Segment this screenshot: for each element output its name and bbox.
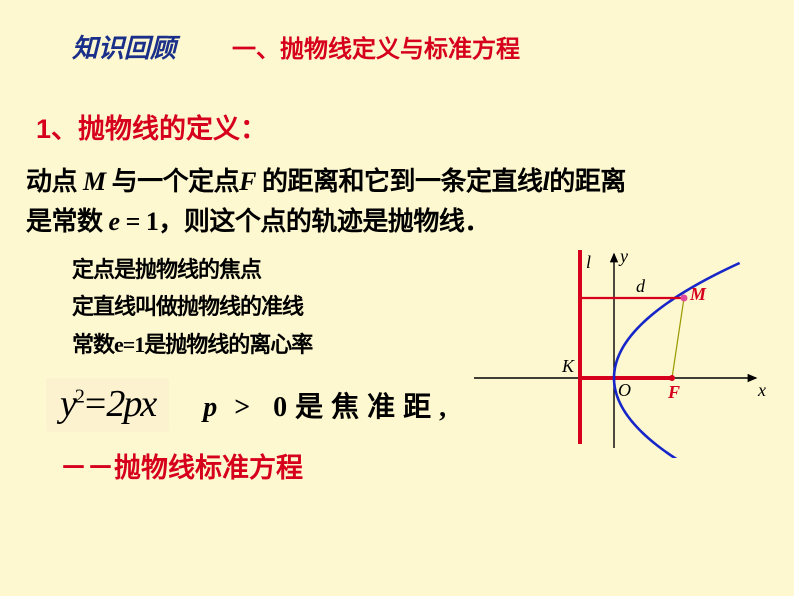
- formula-2: 2: [106, 383, 123, 425]
- def-l1-pre: 动点: [26, 167, 83, 196]
- def-l2-tail: ，则这个点的轨迹是抛物线．: [158, 207, 490, 236]
- def-l1-mid1: 与一个定点: [106, 167, 240, 196]
- svg-text:O: O: [618, 380, 631, 400]
- focal-text: p > 0是焦准距,: [203, 385, 454, 425]
- def-l2-pre: 是常数: [26, 207, 109, 236]
- definition-line-1: 动点 M 与一个定点F 的距离和它到一条定直线l的距离: [26, 162, 794, 202]
- svg-text:F: F: [667, 382, 680, 402]
- heading-1-text: 、抛物线的定义：: [51, 114, 267, 144]
- def-l1-mid2: 的距离和它到一条定直线: [256, 167, 543, 196]
- heading-1: 1、抛物线的定义：: [0, 65, 794, 146]
- svg-text:K: K: [561, 356, 575, 376]
- heading-1-num: 1: [36, 114, 51, 144]
- svg-text:x: x: [757, 380, 766, 400]
- svg-text:l: l: [586, 252, 591, 272]
- formula-x: x: [140, 383, 155, 425]
- svg-text:d: d: [636, 276, 646, 296]
- formula-p: p: [123, 383, 140, 425]
- formula-sup: 2: [75, 385, 83, 407]
- formula-eq: =: [85, 383, 104, 425]
- review-label: 知识回顾: [72, 28, 176, 65]
- formula-box: y2=2px: [46, 378, 169, 432]
- formula: y2=2px: [60, 383, 155, 425]
- def-l1-M: M: [83, 167, 106, 196]
- section-title: 一、抛物线定义与标准方程: [232, 29, 520, 64]
- def-l1-F: F: [239, 167, 256, 196]
- svg-text:M: M: [689, 284, 707, 304]
- svg-text:y: y: [618, 248, 628, 266]
- formula-y: y: [60, 383, 75, 425]
- focal-gt: >: [219, 392, 273, 423]
- focal-p: p: [203, 392, 219, 423]
- definition-line-2: 是常数 e = 1，则这个点的轨迹是抛物线．: [26, 202, 794, 242]
- def-l1-tail: 的距离: [549, 167, 626, 196]
- parabola-diagram: y x l d M K O F: [464, 248, 770, 458]
- def-l2-one: 1: [146, 207, 159, 236]
- focal-zero: 0: [273, 392, 295, 423]
- focal-txt: 是焦准距,: [295, 392, 454, 423]
- def-l2-eq: =: [120, 207, 146, 236]
- def-l2-e: e: [109, 207, 120, 236]
